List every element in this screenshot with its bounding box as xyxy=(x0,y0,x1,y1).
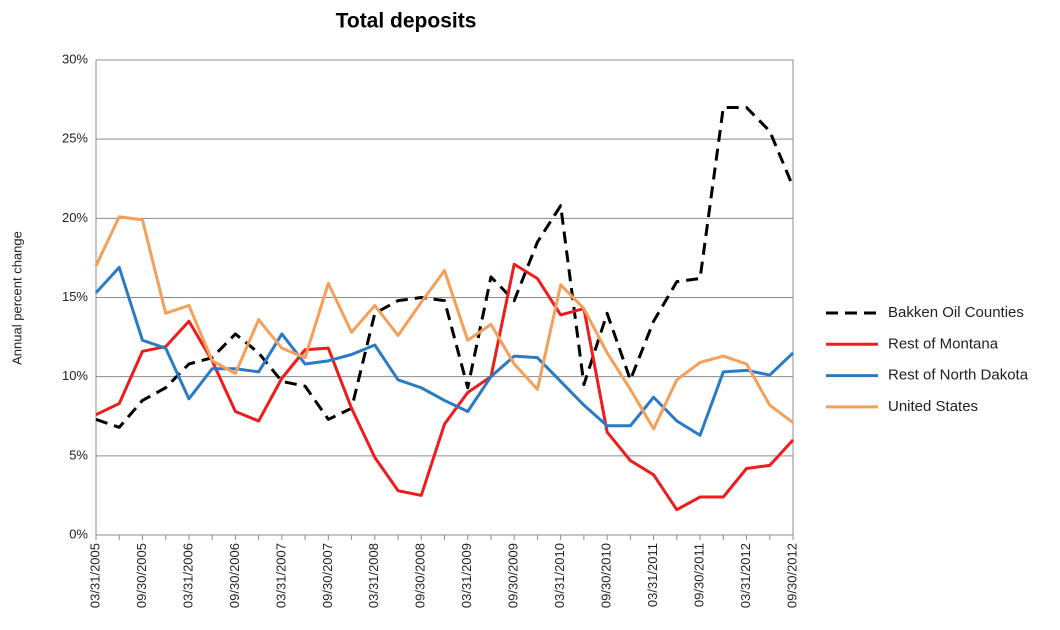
y-tick-label: 20% xyxy=(62,210,88,225)
y-tick-label: 15% xyxy=(62,289,88,304)
x-tick-label: 09/30/2007 xyxy=(320,543,335,608)
legend-label: Bakken Oil Counties xyxy=(888,304,1024,321)
y-axis-label: Annual percent change xyxy=(9,231,24,365)
chart-title: Total deposits xyxy=(336,10,477,33)
y-tick-label: 30% xyxy=(62,51,88,66)
x-tick-label: 09/30/2011 xyxy=(692,543,707,607)
x-tick-label: 03/31/2008 xyxy=(366,543,381,608)
series-line xyxy=(95,106,795,429)
legend-label: Rest of Montana xyxy=(888,335,999,352)
x-tick-label: 03/31/2009 xyxy=(459,543,474,608)
x-tick-label: 03/31/2011 xyxy=(645,543,660,607)
x-tick-label: 09/30/2006 xyxy=(227,543,242,608)
x-tick-label: 03/31/2010 xyxy=(552,543,567,608)
series-line xyxy=(94,265,795,437)
y-tick-label: 0% xyxy=(69,526,88,541)
x-tick-label: 03/31/2012 xyxy=(738,543,753,608)
y-tick-label: 5% xyxy=(69,447,88,462)
x-tick-label: 09/30/2009 xyxy=(506,543,521,608)
legend-label: Rest of North Dakota xyxy=(888,367,1029,384)
x-tick-label: 09/30/2008 xyxy=(413,543,428,608)
y-tick-label: 25% xyxy=(62,131,88,146)
series-line xyxy=(94,215,794,431)
y-tick-label: 10% xyxy=(62,368,88,383)
x-tick-label: 03/31/2006 xyxy=(180,543,195,608)
x-tick-label: 03/31/2007 xyxy=(273,543,288,608)
x-tick-label: 03/31/2005 xyxy=(87,543,102,608)
legend-label: United States xyxy=(888,398,978,415)
x-tick-label: 09/30/2010 xyxy=(599,543,614,608)
x-tick-label: 09/30/2012 xyxy=(784,543,799,608)
x-tick-label: 09/30/2005 xyxy=(134,543,149,608)
